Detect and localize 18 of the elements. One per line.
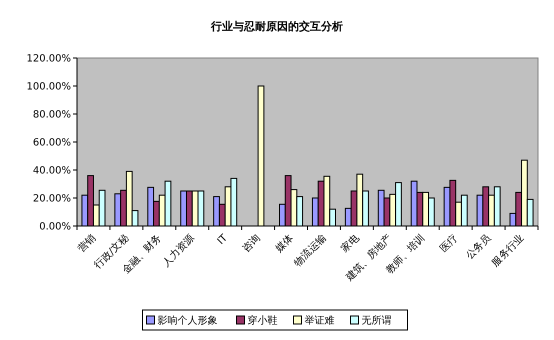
y-tick-label: 80.00% [32, 110, 71, 120]
legend-label: 无所谓 [362, 314, 392, 326]
x-tick-label: IT [216, 232, 230, 248]
x-tick-label: 营销 [75, 232, 98, 255]
legend-label: 影响个人形象 [158, 314, 218, 326]
y-tick-label: 60.00% [32, 138, 71, 148]
y-tick-label: 100.00% [26, 82, 71, 92]
chart-title: 行业与忍耐原因的交互分析 [210, 20, 343, 33]
y-tick-label: 40.00% [32, 166, 71, 176]
x-tick-label: 人力资源 [160, 232, 197, 269]
y-tick-label: 120.00% [26, 54, 71, 64]
x-tick-label: 家电 [338, 232, 362, 255]
x-tick-label: 医疗 [438, 232, 460, 255]
x-tick-label: 咨询 [240, 232, 263, 255]
y-tick-label: 20.00% [32, 194, 71, 204]
legend-label: 举证难 [304, 314, 334, 326]
legend-label: 穿小鞋 [248, 314, 278, 326]
y-tick-label: 0.00% [39, 222, 71, 232]
